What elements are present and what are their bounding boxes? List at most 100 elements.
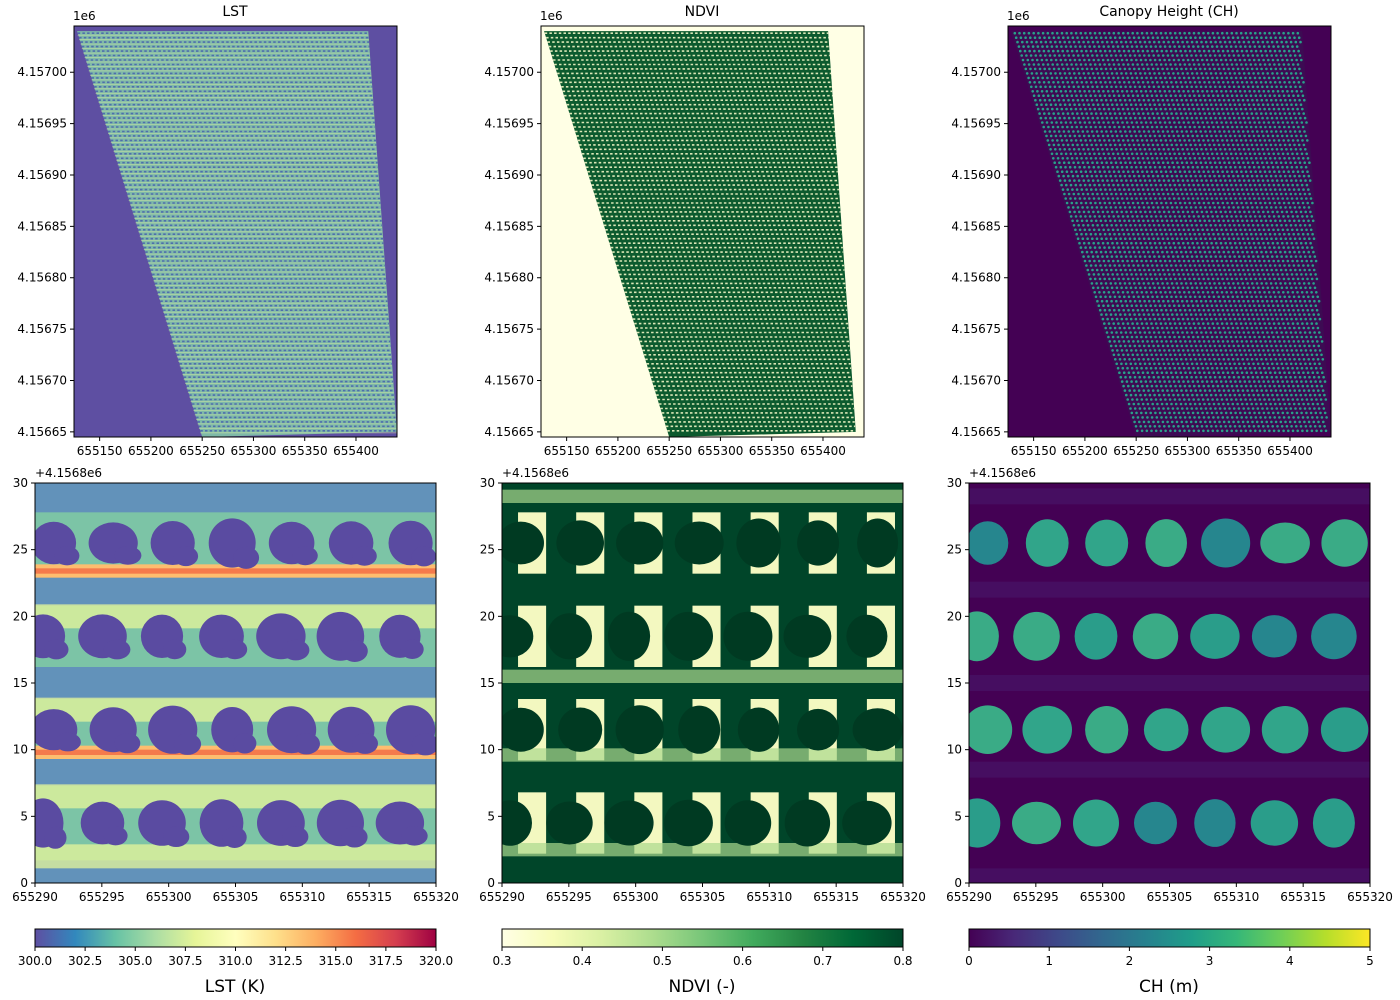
tree-crown — [1131, 398, 1134, 401]
tree-crown — [1283, 250, 1287, 254]
tree-crown — [1158, 179, 1161, 182]
tree-crown — [1317, 420, 1320, 424]
tree-crown — [1146, 340, 1149, 343]
tree-crown — [1126, 31, 1130, 35]
tree-crown — [1135, 366, 1139, 370]
tree-crown — [1167, 317, 1171, 321]
tree-crown — [1227, 161, 1231, 164]
tree-crown — [1290, 317, 1293, 321]
tree-crown — [1282, 31, 1285, 35]
tree-crown — [1299, 362, 1302, 366]
tree-crown — [1089, 49, 1093, 53]
tree-crown — [1150, 340, 1154, 343]
tree-crown — [1195, 85, 1198, 89]
tree-crown — [1288, 250, 1292, 254]
y-offset-label-ndvi-zoom: +4.1568e6 — [502, 466, 569, 480]
tree-crown — [1130, 366, 1134, 370]
tree-crown — [1199, 54, 1203, 57]
tree-crown — [1112, 76, 1115, 80]
tree-crown — [1036, 90, 1039, 93]
tree-crown — [1207, 340, 1211, 343]
tree-crown — [1135, 58, 1138, 62]
tree-crown — [1120, 380, 1124, 383]
tree-crown — [1258, 366, 1261, 370]
tree-crown — [1249, 139, 1252, 142]
tree-crown — [1250, 402, 1253, 406]
tree-crown — [1311, 308, 1314, 312]
tree-crown — [1176, 40, 1180, 44]
tree-crown — [1263, 308, 1267, 312]
tree-crown — [1074, 183, 1078, 187]
tree-crown — [1071, 174, 1075, 178]
tree-crown — [1117, 170, 1121, 173]
tree-crown — [1150, 429, 1153, 433]
tree-crown — [1093, 31, 1097, 35]
tree-crown — [1060, 183, 1063, 187]
tree-crown — [1142, 358, 1145, 361]
tree-crown — [1266, 103, 1270, 106]
tree-crown — [1098, 291, 1101, 294]
tree-crown — [1259, 277, 1262, 281]
tree-crown — [1239, 121, 1242, 124]
tree-crown — [1258, 45, 1261, 48]
tree-crown — [1133, 192, 1137, 196]
tree-crown — [1275, 286, 1279, 290]
tree-crown — [1069, 76, 1073, 80]
tree-crown — [1123, 313, 1127, 316]
tree-crown — [1280, 148, 1283, 151]
tree-crown — [1267, 380, 1270, 383]
tree-crown — [1091, 72, 1095, 75]
tree-crown — [1213, 143, 1216, 147]
tree-crown — [1126, 322, 1130, 325]
tree-crown — [1251, 375, 1255, 379]
tree-crown — [1157, 331, 1161, 334]
tree-crown — [1134, 179, 1137, 182]
tree-crown — [1137, 67, 1141, 71]
tree-crown — [1221, 157, 1225, 160]
tree-crown — [1241, 219, 1244, 223]
tree-crown — [1312, 250, 1315, 254]
tree-crown — [1296, 31, 1300, 35]
tree-crown — [1159, 45, 1162, 48]
tree-crown — [1215, 380, 1218, 383]
tree-crown — [1117, 322, 1120, 325]
tree-crown — [1170, 326, 1173, 330]
tree-crown — [1202, 246, 1205, 249]
tree-crown — [1234, 58, 1237, 62]
field-area — [544, 31, 856, 437]
tree-crown — [1199, 85, 1203, 89]
tree-crown — [1285, 317, 1289, 321]
tree-crown — [1195, 362, 1199, 366]
tree-crown — [1286, 183, 1290, 187]
tree-crown — [1078, 210, 1081, 214]
tree-crown — [1296, 63, 1300, 66]
tree-crown — [1304, 210, 1307, 214]
tree-crown — [1256, 40, 1260, 44]
tree-crown — [1278, 94, 1281, 97]
tree-crown — [1101, 210, 1105, 214]
tree-crown — [1257, 393, 1260, 397]
tree-crown — [1303, 224, 1307, 227]
tree-crown — [1260, 130, 1264, 133]
tree-crown — [1225, 107, 1229, 111]
tree-crown — [1168, 259, 1172, 263]
tree-crown — [1164, 170, 1168, 173]
tree-crown — [1104, 206, 1108, 209]
tree-crown — [1142, 36, 1145, 39]
tree-crown — [1236, 188, 1239, 191]
tree-crown — [1226, 308, 1229, 312]
tree-crown — [1097, 58, 1100, 62]
tree-crown — [1132, 125, 1135, 129]
tree-crown — [1288, 36, 1291, 39]
tree-crown — [1179, 112, 1183, 115]
tree-crown — [1088, 197, 1091, 200]
tree-crown — [1133, 282, 1136, 285]
tree-crown — [1168, 304, 1171, 308]
tree-crown — [1257, 380, 1261, 383]
tree-crown — [1295, 134, 1298, 138]
tree-crown — [1124, 375, 1127, 379]
tree-crown — [1163, 411, 1167, 415]
tree-crown — [1166, 313, 1169, 316]
tree-crown — [1173, 366, 1176, 370]
tree-crown — [1237, 206, 1240, 209]
